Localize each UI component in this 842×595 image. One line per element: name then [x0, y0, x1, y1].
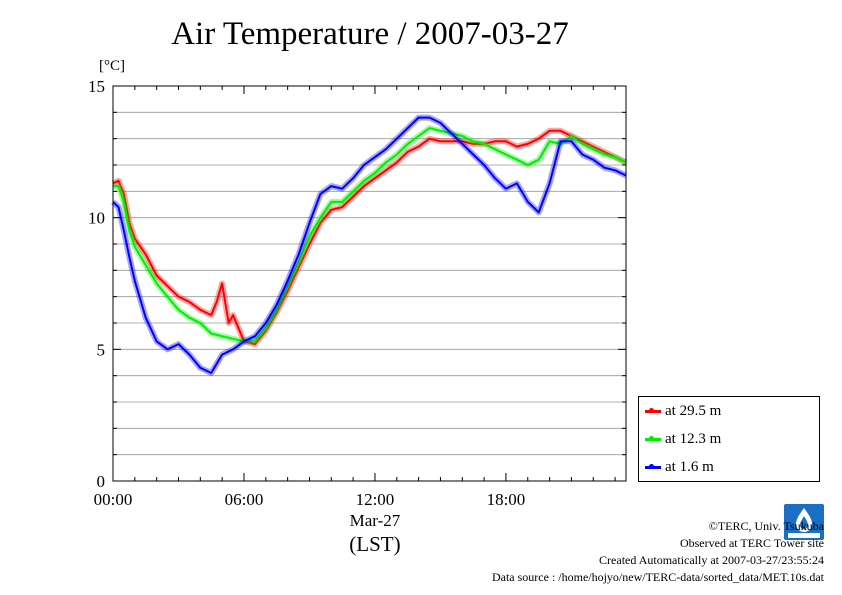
footer-copyright: ©TERC, Univ. Tsukuba [708, 519, 824, 533]
x-tick-label: 06:00 [225, 490, 264, 509]
legend-item-1-6m: at 1.6 m [645, 457, 714, 477]
x-axis-timezone-label: (LST) [349, 532, 400, 556]
y-tick-label: 0 [97, 472, 106, 491]
y-tick-label: 5 [97, 340, 106, 359]
series-halo-at-1-6-m [110, 114, 628, 376]
footer-observed: Observed at TERC Tower site [679, 536, 824, 550]
series-line-at-12-3-m [113, 127, 627, 343]
legend-item-29-5m: at 29.5 m [645, 401, 721, 421]
series-line-at-29-5-m [112, 129, 627, 346]
footer-source: Data source : /home/hojyo/new/TERC-data/… [491, 570, 824, 584]
legend-label-1-6m: at 1.6 m [665, 458, 714, 475]
legend-item-12-3m: at 12.3 m [645, 429, 721, 449]
axis-ticks: 0 5 10 15 00:00 06:00 12:00 18:00 [88, 77, 626, 509]
x-axis-date-label: Mar-27 [350, 511, 401, 530]
y-tick-label: 15 [88, 77, 105, 96]
chart-title: Air Temperature / 2007-03-27 [171, 16, 569, 52]
legend-swatch-12-3m [645, 435, 661, 441]
y-axis-unit-label: [°C] [99, 58, 125, 74]
x-tick-label: 00:00 [94, 490, 133, 509]
x-tick-label: 18:00 [487, 490, 526, 509]
legend-label-12-3m: at 12.3 m [665, 430, 722, 447]
legend: at 29.5 m at 12.3 m at 1.6 m [638, 396, 820, 482]
terc-logo-icon [784, 504, 824, 540]
series-layer [110, 114, 628, 376]
grid-lines [113, 111, 626, 456]
footer-info: ©TERC, Univ. Tsukuba Observed at TERC To… [492, 518, 824, 586]
legend-swatch-1-6m [645, 463, 661, 469]
series-line-at-1-6-m [112, 116, 627, 374]
x-tick-label: 12:00 [356, 490, 395, 509]
legend-label-29-5m: at 29.5 m [665, 402, 722, 419]
footer-created: Created Automatically at 2007-03-27/23:5… [599, 553, 824, 567]
plot-frame [112, 85, 627, 482]
legend-swatch-29-5m [645, 407, 661, 413]
y-tick-label: 10 [88, 209, 105, 228]
